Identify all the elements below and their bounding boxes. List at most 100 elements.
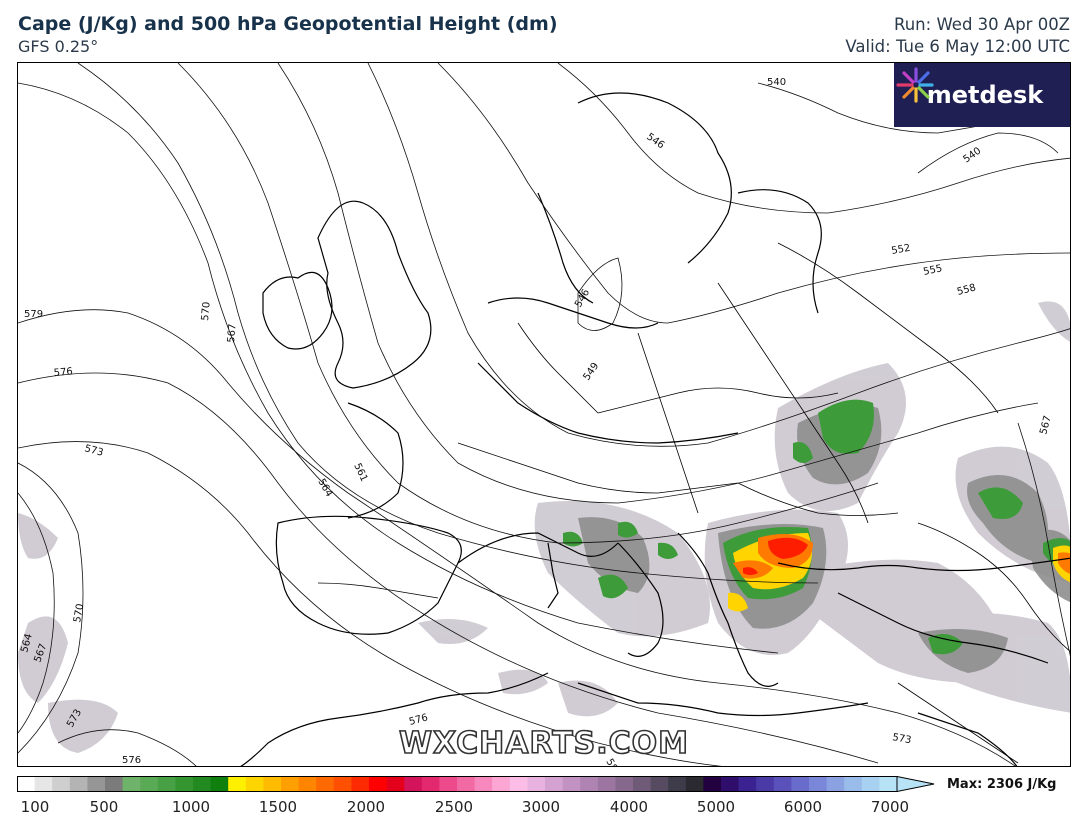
contour-label: 573	[891, 732, 912, 746]
colorbar-cell	[404, 776, 423, 792]
colorbar-cell	[879, 776, 898, 792]
colorbar-cell	[87, 776, 106, 792]
contour-label: 561	[351, 462, 369, 484]
contour-label: 576	[53, 366, 73, 379]
colorbar-tick-label: 100	[20, 798, 50, 816]
colorbar-tick-label: 6000	[783, 798, 823, 816]
colorbar-tick-label: 2000	[346, 798, 386, 816]
colorbar-cell	[386, 776, 405, 792]
colorbar-cell	[34, 776, 53, 792]
model-label: GFS 0.25°	[18, 37, 99, 56]
colorbar-cell	[316, 776, 335, 792]
cape-colorbar	[17, 776, 935, 792]
colorbar-cell	[439, 776, 458, 792]
colorbar-tick-label: 7000	[870, 798, 910, 816]
colorbar-cell	[474, 776, 493, 792]
contour-label: 546	[644, 131, 666, 151]
colorbar-cell	[580, 776, 599, 792]
colorbar-cell	[457, 776, 475, 792]
contour-label: 576	[408, 712, 429, 728]
colorbar-cell	[826, 776, 845, 792]
colorbar-cell	[685, 776, 704, 792]
contour-label: 570	[72, 603, 86, 624]
colorbar-cell	[263, 776, 282, 792]
colorbar-cell	[210, 776, 229, 792]
contour-label: 540	[767, 77, 786, 88]
contour-label: 546	[573, 287, 592, 309]
contour-label: 558	[956, 282, 977, 298]
colorbar-tick-label: 5000	[696, 798, 736, 816]
colorbar-cell	[333, 776, 352, 792]
colorbar-cell	[175, 776, 194, 792]
contour-label: 552	[891, 243, 912, 257]
colorbar-cell	[351, 776, 370, 792]
contour-label: 582	[603, 757, 622, 767]
colorbar-cell	[650, 776, 669, 792]
colorbar-cell	[861, 776, 880, 792]
metdesk-logo: metdesk	[894, 63, 1070, 127]
colorbar-cell	[281, 776, 299, 792]
colorbar-cell	[791, 776, 810, 792]
colorbar-cell	[738, 776, 757, 792]
map-panel: 540 546 540 552 555 558 546 549 579 570 …	[17, 62, 1071, 767]
colorbar-cell	[721, 776, 739, 792]
chart-title: Cape (J/Kg) and 500 hPa Geopotential Hei…	[18, 13, 558, 35]
colorbar-cell	[52, 776, 71, 792]
colorbar-cell	[492, 776, 511, 792]
metdesk-logo-text: metdesk	[926, 81, 1044, 109]
colorbar-cell	[668, 776, 687, 792]
watermark: WXCHARTS.COM	[398, 725, 690, 762]
colorbar-tick-label: 1000	[171, 798, 211, 816]
colorbar-cell	[421, 776, 440, 792]
metdesk-burst-icon	[896, 67, 934, 103]
colorbar-cell	[773, 776, 792, 792]
contour-label: 549	[581, 361, 601, 383]
colorbar-cell	[298, 776, 317, 792]
coastlines	[240, 92, 1070, 766]
contour-label: 564	[315, 477, 334, 499]
colorbar-cell	[105, 776, 123, 792]
contour-label: 564	[19, 632, 35, 653]
valid-time: Valid: Tue 6 May 12:00 UTC	[845, 37, 1070, 56]
colorbar-cell	[140, 776, 159, 792]
colorbar-ticks: 100 500 1000 1500 2000 2500 3000 4000 5000 6000 70…	[0, 798, 1088, 818]
colorbar-cell	[756, 776, 775, 792]
country-borders	[317, 242, 1070, 764]
contour-label: 567	[226, 323, 239, 343]
colorbar-cell	[545, 776, 563, 792]
colorbar-cell	[157, 776, 176, 792]
colorbar-extend-arrow	[896, 776, 935, 792]
colorbar-cell	[245, 776, 264, 792]
colorbar-cell	[562, 776, 581, 792]
colorbar-tick-label: 3000	[521, 798, 561, 816]
cape-shading	[18, 301, 1070, 753]
colorbar-cell	[509, 776, 528, 792]
contour-label: 570	[200, 301, 213, 321]
run-time: Run: Wed 30 Apr 00Z	[894, 15, 1070, 34]
colorbar-tick-label: 4000	[609, 798, 649, 816]
colorbar-cells	[17, 776, 898, 792]
max-cape-label: Max: 2306 J/Kg	[947, 777, 1057, 792]
colorbar-cell	[69, 776, 88, 792]
contour-label: 540	[961, 145, 983, 165]
colorbar-tick-label: 1500	[258, 798, 298, 816]
colorbar-cell	[369, 776, 387, 792]
colorbar-cell	[228, 776, 247, 792]
colorbar-cell	[597, 776, 616, 792]
colorbar-cell	[122, 776, 141, 792]
contour-label: 579	[24, 309, 43, 320]
map-canvas: 540 546 540 552 555 558 546 549 579 570 …	[18, 63, 1070, 767]
contour-label: 555	[922, 263, 943, 278]
colorbar-cell	[527, 776, 546, 792]
colorbar-tick-label: 500	[89, 798, 119, 816]
colorbar-cell	[844, 776, 863, 792]
colorbar-cell	[17, 776, 35, 792]
colorbar-cell	[193, 776, 211, 792]
contour-label: 573	[83, 443, 104, 459]
contour-label: 567	[1038, 414, 1054, 435]
colorbar-cell	[703, 776, 722, 792]
contour-label: 576	[122, 755, 141, 766]
colorbar-cell	[809, 776, 827, 792]
colorbar-tick-label: 2500	[434, 798, 474, 816]
colorbar-cell	[615, 776, 634, 792]
